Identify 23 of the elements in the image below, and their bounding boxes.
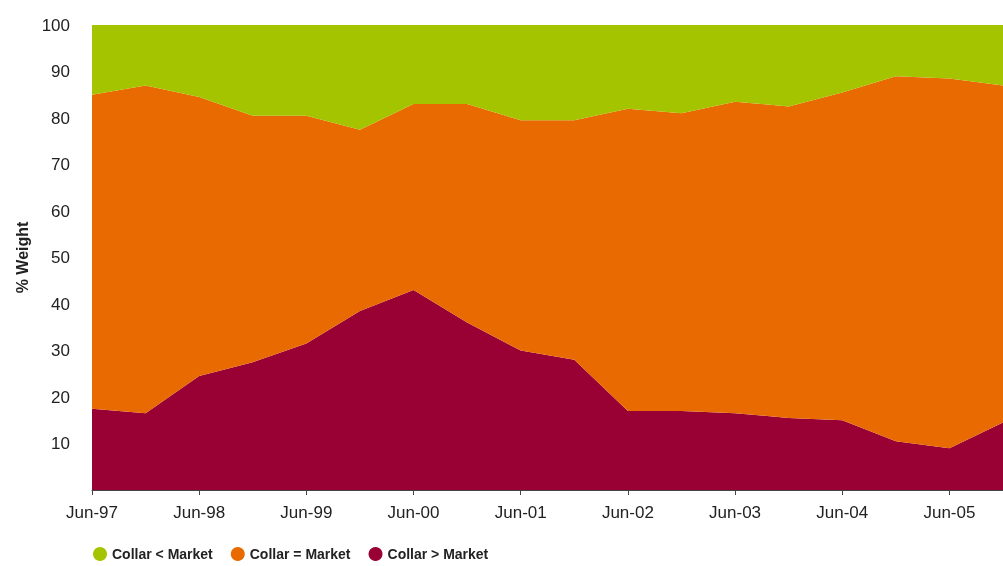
legend-label: Collar = Market [249, 546, 351, 562]
x-tick-label: Jun-04 [816, 503, 869, 522]
y-tick-label: 100 [41, 15, 70, 35]
y-axis-title: % Weight [14, 220, 32, 294]
x-tick-label: Jun-99 [280, 503, 333, 522]
x-tick-label: Jun-00 [387, 503, 440, 522]
y-tick-label: 40 [51, 294, 70, 314]
y-tick-label: 10 [51, 434, 70, 453]
y-tick-label: 90 [51, 62, 70, 81]
x-tick-label: Jun-02 [601, 503, 654, 522]
x-tick-label: Jun-03 [709, 503, 762, 522]
x-tick-label: Jun-97 [66, 503, 118, 522]
y-tick-label: 20 [51, 387, 70, 407]
legend-label: Collar > Market [387, 546, 489, 562]
y-tick-label: 70 [51, 155, 70, 174]
y-tick-label: 50 [51, 248, 70, 267]
x-tick-label: Jun-05 [923, 503, 976, 522]
y-tick-label: 60 [51, 201, 70, 221]
x-tick-label: Jun-98 [173, 503, 226, 522]
legend-label: Collar < Market [112, 546, 214, 562]
y-tick-label: 80 [51, 108, 70, 128]
y-tick-label: 30 [51, 341, 70, 360]
x-tick-label: Jun-01 [494, 503, 547, 522]
